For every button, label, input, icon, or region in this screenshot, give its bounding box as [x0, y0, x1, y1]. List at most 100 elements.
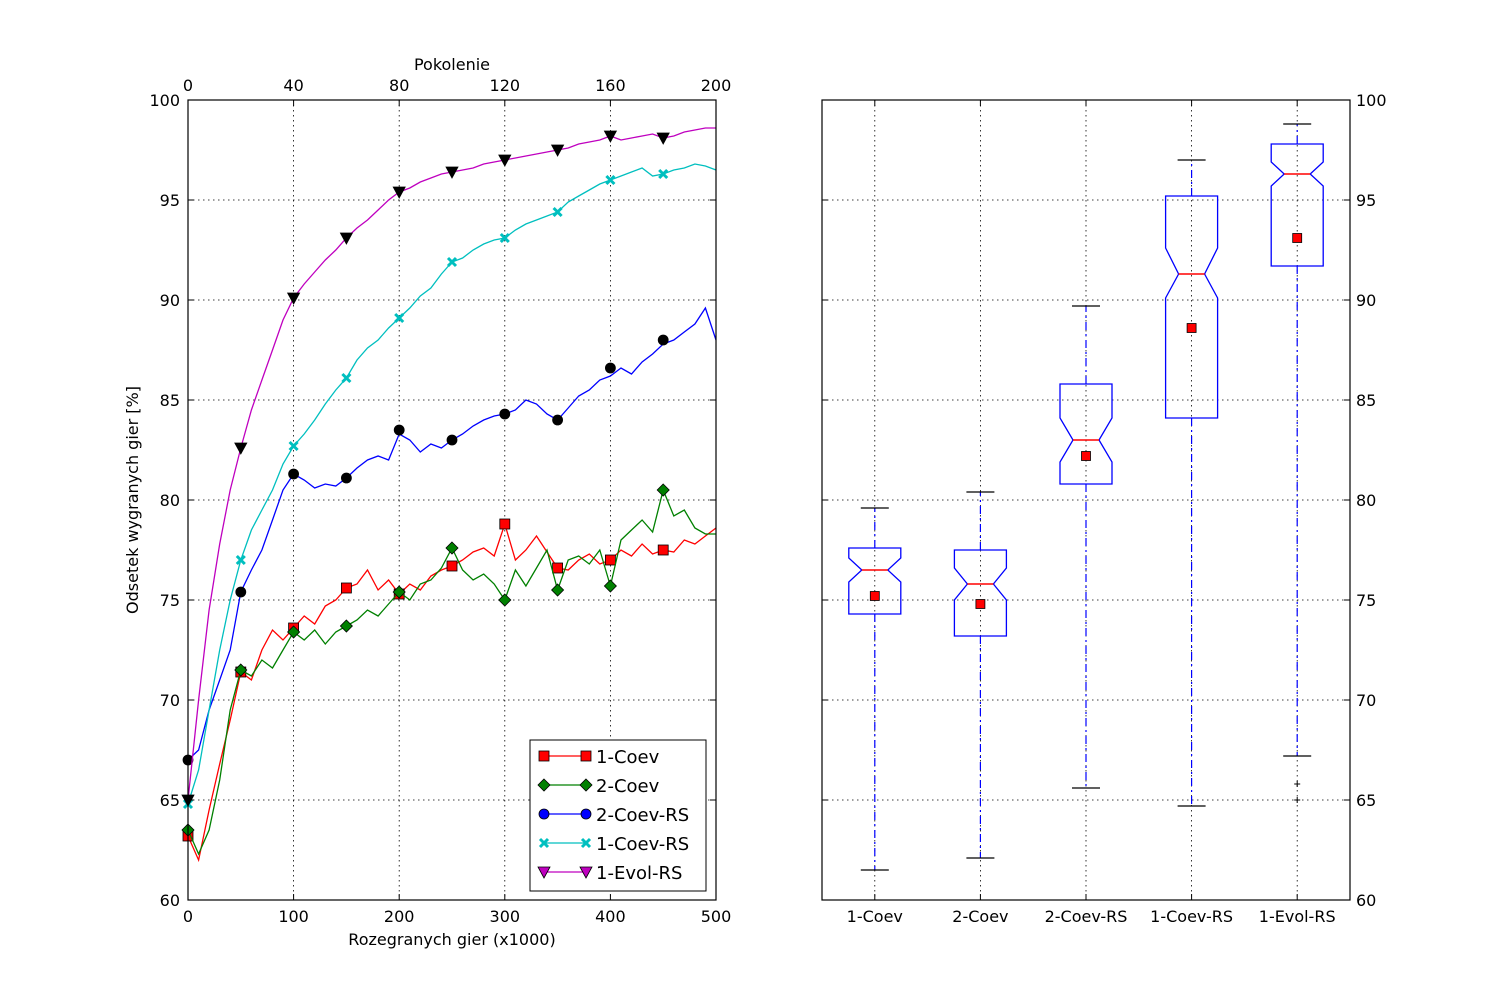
- series-point: [445, 166, 459, 179]
- y-axis-label: Odsetek wygranych gier [%]: [123, 386, 142, 614]
- series-point: [656, 483, 670, 497]
- box-body: [848, 547, 902, 615]
- legend: 1-Coev 2-Coev 2-Coev-RS 1-Coev-RS 1-Evol-RS: [529, 739, 707, 892]
- series-point: [234, 442, 248, 455]
- legend-marker-right: [580, 808, 592, 820]
- legend-marker-left: [538, 750, 550, 762]
- legend-label: 1-Coev: [596, 747, 660, 768]
- flier-marker: [1294, 797, 1301, 803]
- series-point: [551, 583, 565, 597]
- legend-marker-right: [580, 837, 592, 849]
- series-point: [499, 518, 511, 530]
- y-tick-label: 95: [1356, 191, 1376, 210]
- series-2-Coev-RS: [182, 306, 717, 766]
- series-point: [341, 372, 352, 384]
- category-label: 1-Coev-RS: [1150, 907, 1233, 926]
- left-series-group: [181, 127, 717, 863]
- y-tick-label: 95: [160, 191, 180, 210]
- top-x-tick-label: 0: [183, 76, 193, 95]
- series-point: [235, 586, 247, 598]
- mean-marker: [975, 599, 986, 609]
- series-point: [394, 312, 405, 324]
- series-point: [552, 562, 563, 574]
- series-point: [235, 554, 246, 566]
- series-point: [339, 232, 354, 245]
- category-label: 2-Coev: [952, 907, 1008, 926]
- series-point: [288, 468, 300, 480]
- box-body: [1059, 383, 1113, 485]
- flier-marker: [1294, 781, 1301, 787]
- series-point: [658, 168, 669, 180]
- y-tick-label: 80: [160, 491, 180, 510]
- legend-label: 2-Coev: [596, 776, 660, 797]
- legend-marker-left: [537, 866, 551, 879]
- category-label: 2-Coev-RS: [1045, 907, 1128, 926]
- legend-marker-right: [579, 866, 593, 879]
- y-tick-label: 85: [160, 391, 180, 410]
- y-tick-label: 75: [1356, 591, 1376, 610]
- series-point: [393, 424, 405, 436]
- x-tick-label: 100: [278, 907, 309, 926]
- y-tick-label: 90: [1356, 291, 1376, 310]
- x-tick-label: 400: [595, 907, 626, 926]
- series-point: [605, 362, 616, 374]
- boxplot-boxes: [848, 123, 1324, 871]
- box-body: [1270, 143, 1324, 267]
- top-x-tick-label: 160: [595, 76, 626, 95]
- category-label: 1-Evol-RS: [1259, 907, 1336, 926]
- series-point: [446, 434, 458, 446]
- series-point: [288, 440, 299, 452]
- mean-marker: [1292, 233, 1303, 243]
- series-point: [498, 154, 512, 167]
- series-point: [657, 334, 669, 346]
- y-tick-label: 100: [1356, 91, 1387, 110]
- category-label: 1-Coev: [847, 907, 903, 926]
- series-point: [339, 619, 353, 633]
- series-point: [287, 625, 301, 639]
- top-x-tick-label: 120: [490, 76, 521, 95]
- legend-label: 1-Coev-RS: [596, 834, 689, 855]
- series-2-Coev: [181, 483, 716, 856]
- boxplot-panel: 60 65 70 75 80 85 90 95 100 1-Coev 2-Coev 2-Coev-RS…: [821, 91, 1387, 926]
- x-tick-label: 200: [384, 907, 415, 926]
- legend-box: [529, 739, 707, 892]
- series-point: [605, 554, 616, 566]
- mean-marker: [1186, 323, 1197, 333]
- series-point: [392, 186, 406, 199]
- legend-marker-right: [579, 778, 593, 792]
- y-tick-label: 90: [160, 291, 180, 310]
- top-x-axis-label: Pokolenie: [414, 55, 490, 74]
- y-tick-label: 70: [1356, 691, 1376, 710]
- box-1-Evol-RS: [1270, 123, 1324, 803]
- series-point: [657, 544, 669, 556]
- legend-item: 2-Coev-RS: [538, 805, 689, 826]
- x-tick-label: 0: [183, 907, 193, 926]
- series-point: [498, 593, 512, 607]
- legend-marker-right: [580, 750, 592, 762]
- series-point: [340, 472, 352, 484]
- series-point: [603, 130, 618, 143]
- series-point: [550, 144, 565, 157]
- y-tick-label: 100: [149, 91, 180, 110]
- legend-item: 1-Coev: [538, 747, 660, 768]
- legend-item: 1-Coev-RS: [538, 834, 689, 855]
- box-1-Coev-RS: [1164, 159, 1219, 807]
- legend-marker-left: [538, 808, 550, 820]
- legend-marker-left: [538, 837, 550, 849]
- box-body: [953, 549, 1008, 637]
- y-tick-label: 85: [1356, 391, 1376, 410]
- box-2-Coev-RS: [1059, 305, 1113, 789]
- legend-label: 2-Coev-RS: [596, 805, 689, 826]
- top-x-tick-label: 80: [389, 76, 409, 95]
- mean-marker: [1081, 451, 1091, 461]
- x-tick-label: 500: [701, 907, 732, 926]
- y-tick-label: 65: [1356, 791, 1376, 810]
- box-1-Coev: [848, 507, 902, 871]
- series-point: [605, 174, 616, 186]
- legend-item: 2-Coev: [537, 776, 660, 797]
- legend-marker-left: [537, 778, 551, 792]
- series-point: [552, 414, 563, 426]
